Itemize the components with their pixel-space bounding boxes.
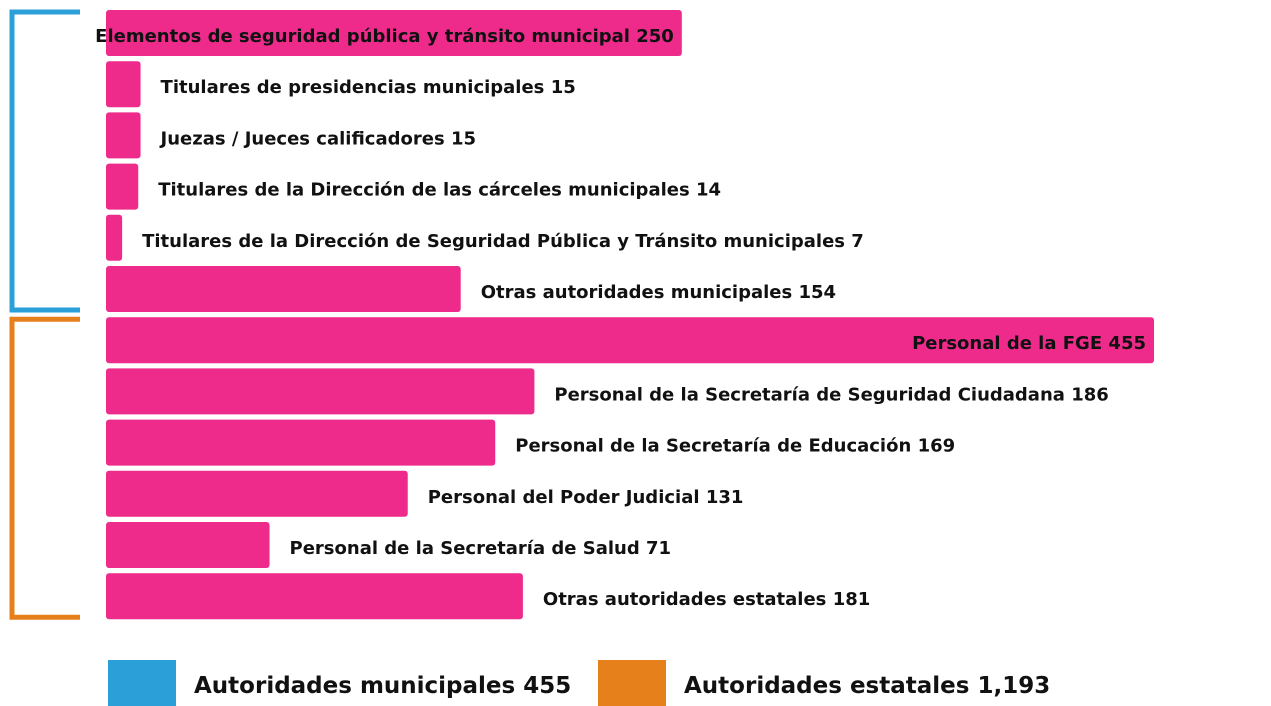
bar [106, 214, 123, 261]
category-label: Personal de la FGE [912, 333, 1102, 354]
bar [106, 573, 523, 620]
bar-label: Personal de la FGE 455 [912, 333, 1146, 354]
bar [106, 317, 1154, 364]
value-label: 181 [833, 589, 871, 610]
legend-total: 455 [523, 673, 571, 699]
category-label: Titulares de la Dirección de Seguridad P… [142, 231, 845, 252]
category-label: Juezas / Jueces calificadores [159, 128, 445, 149]
bar [106, 266, 461, 312]
category-label: Personal del Poder Judicial [428, 487, 700, 508]
group-bracket [9, 9, 80, 313]
group-bracket [9, 316, 80, 620]
value-label: 455 [1108, 333, 1146, 354]
bar-label: Personal de la Secretaría de Salud 71 [290, 538, 672, 559]
bar [106, 368, 535, 415]
value-label: 154 [799, 282, 837, 303]
category-label: Titulares de presidencias municipales [161, 77, 545, 98]
bar [106, 61, 141, 108]
category-label: Elementos de seguridad pública y tránsit… [95, 26, 630, 47]
bar [106, 522, 270, 568]
bar-label: Elementos de seguridad pública y tránsit… [95, 26, 674, 47]
category-label: Personal de la Secretaría de Educación [515, 436, 911, 457]
bar [106, 163, 139, 210]
bar [106, 10, 682, 56]
bar-label: Otras autoridades municipales 154 [481, 282, 836, 303]
bar-label: Juezas / Jueces calificadores 15 [159, 128, 476, 149]
legend-name: Autoridades estatales [684, 673, 969, 699]
bar-label: Personal de la Secretaría de Educación 1… [515, 436, 955, 457]
value-label: 7 [851, 231, 864, 252]
legend-name: Autoridades municipales [194, 673, 515, 699]
bar-label: Titulares de presidencias municipales 15 [161, 77, 576, 98]
bar-label: Titulares de la Dirección de las cárcele… [158, 180, 721, 201]
legend-label: Autoridades municipales 455 [194, 673, 571, 699]
category-label: Titulares de la Dirección de las cárcele… [158, 180, 689, 201]
value-label: 131 [706, 487, 744, 508]
category-label: Otras autoridades estatales [543, 589, 827, 610]
bar [106, 419, 496, 466]
legend-total: 1,193 [977, 673, 1050, 699]
legend-swatch [108, 660, 176, 706]
category-label: Otras autoridades municipales [481, 282, 793, 303]
value-label: 15 [551, 77, 576, 98]
value-label: 71 [646, 538, 671, 559]
bar [106, 470, 408, 517]
bar-label: Personal del Poder Judicial 131 [428, 487, 744, 508]
bar-label: Personal de la Secretaría de Seguridad C… [554, 384, 1108, 405]
legend-label: Autoridades estatales 1,193 [684, 673, 1050, 699]
value-label: 169 [918, 436, 956, 457]
category-label: Personal de la Secretaría de Salud [290, 538, 640, 559]
value-label: 186 [1071, 384, 1109, 405]
bar-label: Titulares de la Dirección de Seguridad P… [142, 231, 864, 252]
bar-label: Otras autoridades estatales 181 [543, 589, 870, 610]
category-label: Personal de la Secretaría de Seguridad C… [554, 384, 1065, 405]
value-label: 250 [636, 26, 674, 47]
value-label: 15 [451, 128, 476, 149]
value-label: 14 [696, 180, 721, 201]
legend-swatch [598, 660, 666, 706]
bar [106, 112, 141, 159]
